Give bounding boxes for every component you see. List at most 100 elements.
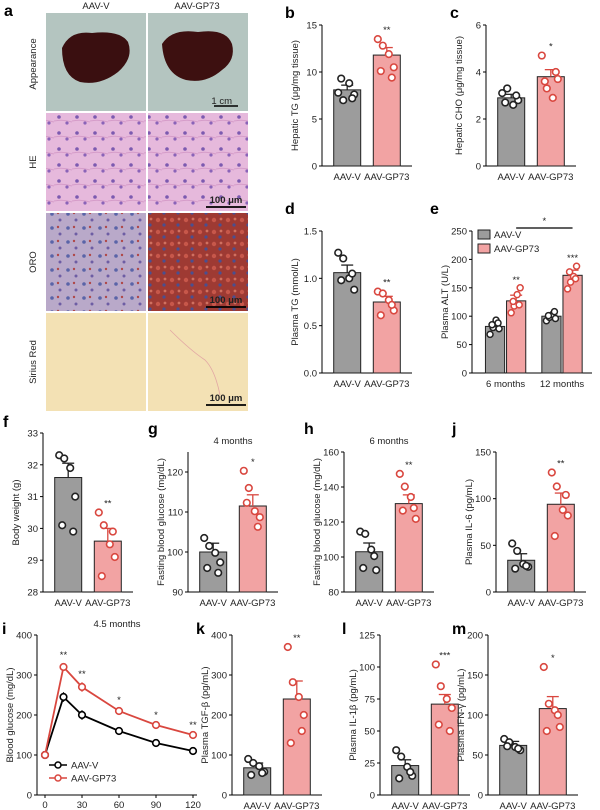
data-point — [498, 89, 507, 98]
data-point — [151, 738, 161, 748]
panel-a: a AAV-V AAV-GP73 Appearance HE ORO Siriu… — [4, 1, 248, 411]
data-point — [551, 314, 560, 323]
y-tick-label: 150 — [467, 671, 483, 682]
panel-f: f 28 29 30 31 32 33 Body weight (g) AAV-V AAV-GP7… — [3, 414, 133, 609]
data-point — [409, 503, 418, 513]
data-point — [436, 682, 445, 691]
x-tick-label: AAV-GP73 — [538, 598, 583, 609]
x-tick-label: AAV-GP73 — [274, 801, 319, 810]
bar-aav-gp73 — [538, 708, 567, 796]
panel-e: e 0 50 100 150 200 250 Plasma ALT (U/L) ** 6 mont… — [430, 201, 592, 390]
data-point — [406, 767, 415, 777]
panel-label-k: k — [196, 621, 205, 638]
y-tick-label: 6 — [476, 21, 481, 32]
y-tick-label: 200 — [467, 631, 483, 642]
y-tick-label: 100 — [451, 312, 467, 323]
bar-aav-gp73 — [93, 540, 122, 593]
panel-label-l: l — [342, 621, 346, 638]
y-axis-label: Hepatic CHO (μg/mg tissue) — [454, 36, 465, 155]
data-point — [370, 552, 379, 561]
data-point — [105, 540, 114, 549]
data-point — [434, 720, 443, 729]
data-point — [565, 268, 574, 276]
data-point — [539, 662, 548, 672]
data-point — [503, 84, 512, 93]
bar-aav-v — [541, 315, 562, 374]
data-point — [507, 309, 515, 317]
y-axis-label: Plasma ALT (U/L) — [440, 265, 451, 339]
data-point — [542, 84, 551, 93]
y-tick-label: 300 — [16, 671, 32, 682]
chart-title: 4.5 months — [94, 619, 141, 630]
data-point — [548, 93, 557, 102]
row-label-oro: ORO — [28, 251, 39, 273]
data-point — [376, 66, 385, 76]
data-point — [250, 507, 259, 516]
data-point — [442, 694, 451, 704]
x-tick-label: AAV-GP73 — [364, 379, 409, 390]
y-tick-label: 10 — [306, 68, 317, 79]
data-point — [550, 531, 559, 541]
panel-label-d: d — [285, 201, 295, 218]
data-point — [359, 563, 368, 573]
data-point — [540, 77, 549, 86]
data-point — [99, 521, 108, 530]
data-point — [384, 50, 393, 59]
panel-label-e: e — [430, 201, 439, 218]
significance-label: ** — [78, 669, 86, 680]
y-tick-label: 0 — [27, 791, 32, 802]
panel-k: k 0 100 200 300 400 Plasma TGF-β (pg/mL) AAV-V A… — [196, 621, 322, 810]
y-axis-label: Plasma TG (mmol/L) — [290, 258, 301, 345]
y-tick-label: 5 — [312, 115, 317, 126]
y-tick-label: 0 — [312, 162, 317, 173]
y-tick-label: 100 — [167, 548, 183, 559]
data-point — [337, 74, 346, 83]
y-axis-label: Plasma IL-1β (pg/mL) — [348, 669, 359, 761]
data-point — [348, 94, 357, 103]
data-point — [114, 726, 124, 736]
data-point — [294, 692, 303, 702]
data-point — [59, 662, 68, 672]
y-tick-label: 100 — [359, 663, 375, 674]
data-point — [542, 726, 551, 736]
data-point — [400, 482, 409, 491]
data-point — [188, 730, 198, 740]
significance-label: * — [549, 42, 553, 53]
series-line-aav-gp73 — [44, 665, 194, 756]
x-tick-label: AAV-V — [200, 598, 228, 609]
x-tick-label: AAV-V — [55, 598, 83, 609]
data-point — [494, 319, 502, 327]
data-point — [350, 285, 359, 294]
significance-label: * — [251, 457, 255, 468]
y-tick-label: 0 — [462, 369, 467, 380]
data-point — [255, 513, 264, 522]
legend-swatch — [477, 229, 491, 240]
data-point — [94, 508, 103, 517]
data-point — [395, 469, 404, 478]
bar-aav-v — [199, 551, 228, 593]
data-point — [299, 710, 308, 720]
y-tick-label: 200 — [16, 711, 32, 722]
y-tick-label: 28 — [27, 588, 38, 599]
data-point — [283, 642, 292, 652]
data-point — [552, 482, 561, 491]
svg-text:HE: HE — [28, 155, 39, 168]
data-point — [486, 330, 494, 339]
data-point — [376, 311, 385, 320]
bar-aav-v — [333, 89, 362, 167]
data-point — [516, 284, 524, 292]
data-point — [445, 726, 454, 736]
x-tick-label: 0 — [42, 800, 47, 810]
data-point — [216, 558, 225, 567]
panel-label-a: a — [4, 3, 13, 20]
panel-c: c 0 2 4 6 Hepatic CHO (μg/mg tissue) AAV-V AAV-… — [450, 5, 576, 183]
chart-title: 4 months — [213, 436, 252, 447]
x-tick-label: AAV-GP73 — [85, 598, 130, 609]
data-point — [151, 720, 161, 730]
data-point — [387, 73, 396, 82]
significance-label: ** — [512, 275, 520, 286]
data-point — [339, 96, 348, 105]
data-point — [211, 548, 220, 557]
